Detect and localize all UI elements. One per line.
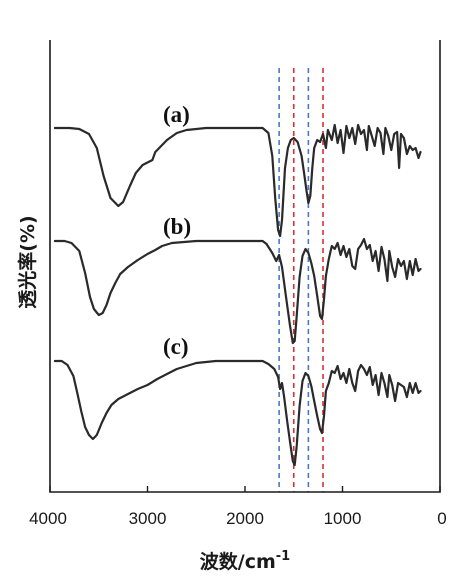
series-label-b: (b) [163,214,191,239]
x-axis-tick-labels: 4000 3000 2000 1000 0 [29,509,447,528]
x-tick-label-4000: 4000 [29,509,67,528]
x-axis-title: 波数/cm-1 [200,549,290,573]
x-axis-title-superscript: -1 [276,549,290,564]
spectrum-line-b [53,237,422,345]
spectra-group [53,123,422,467]
axis-frame [49,40,441,493]
spectrum-line-c [53,359,422,467]
x-tick-label-1000: 1000 [324,509,362,528]
series-labels: (a) (b) (c) [163,102,191,359]
y-axis-title: 透光率(%) [16,215,39,308]
x-tick-label-3000: 3000 [129,509,167,528]
x-axis-ticks [49,486,441,492]
reference-lines [278,68,324,492]
x-tick-label-0: 0 [437,509,446,528]
x-axis-title-text: 波数/cm [200,550,276,573]
spectrum-line-a [53,123,422,238]
series-label-a: (a) [163,102,190,127]
series-label-c: (c) [163,334,189,359]
axes [49,40,441,493]
x-tick-label-2000: 2000 [226,509,264,528]
